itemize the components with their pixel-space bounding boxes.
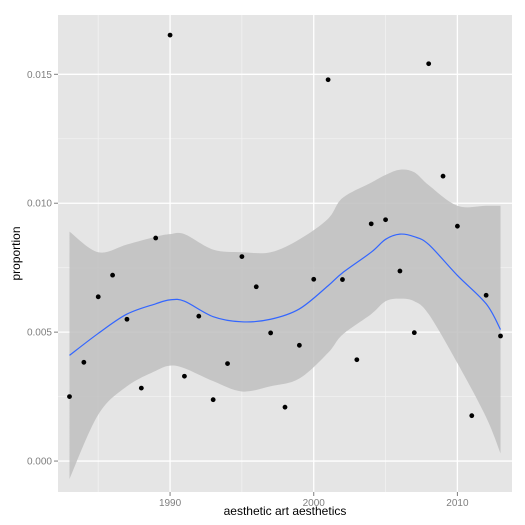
data-point [110, 272, 115, 278]
x-axis-title: aesthetic art aesthetics [224, 504, 347, 518]
data-point [282, 404, 288, 410]
data-point [268, 330, 274, 336]
data-point [498, 333, 503, 339]
data-point [455, 223, 460, 229]
data-point [81, 359, 87, 365]
data-point [397, 268, 403, 274]
data-point [383, 217, 388, 223]
data-point [354, 357, 360, 363]
y-axis-title: proportion [9, 226, 23, 280]
x-axis-ticks: 1990 2000 2010 [159, 492, 469, 509]
y-axis-ticks: 0.000 0.005 0.010 0.015 [27, 70, 58, 468]
data-point [95, 294, 101, 300]
data-point [67, 394, 72, 399]
data-point [225, 361, 230, 366]
data-point [368, 221, 374, 227]
data-point [411, 330, 417, 336]
data-point [483, 292, 489, 298]
smooth-line [69, 233, 502, 356]
data-point [426, 61, 432, 67]
data-point [296, 342, 302, 348]
data-point [153, 235, 159, 241]
y-tick-label: 0.010 [27, 199, 52, 210]
y-tick-label: 0.005 [27, 328, 52, 339]
y-tick-label: 0.015 [27, 70, 52, 81]
data-point [138, 385, 144, 391]
x-tick-label: 2000 [303, 498, 326, 509]
data-point [340, 277, 345, 282]
data-point [325, 77, 331, 83]
data-point [469, 413, 475, 419]
data-point [124, 316, 130, 322]
data-point [253, 284, 259, 290]
data-point [182, 373, 187, 379]
data-point [210, 397, 216, 403]
data-point [311, 276, 317, 282]
y-tick-label: 0.000 [27, 457, 52, 468]
x-tick-label: 2010 [446, 498, 469, 509]
data-point [440, 173, 446, 179]
data-point [196, 313, 202, 319]
x-tick-label: 1990 [159, 498, 182, 509]
data-point [167, 32, 173, 38]
data-point [239, 254, 245, 259]
confidence-ribbon [69, 169, 501, 480]
data-points [67, 32, 503, 419]
